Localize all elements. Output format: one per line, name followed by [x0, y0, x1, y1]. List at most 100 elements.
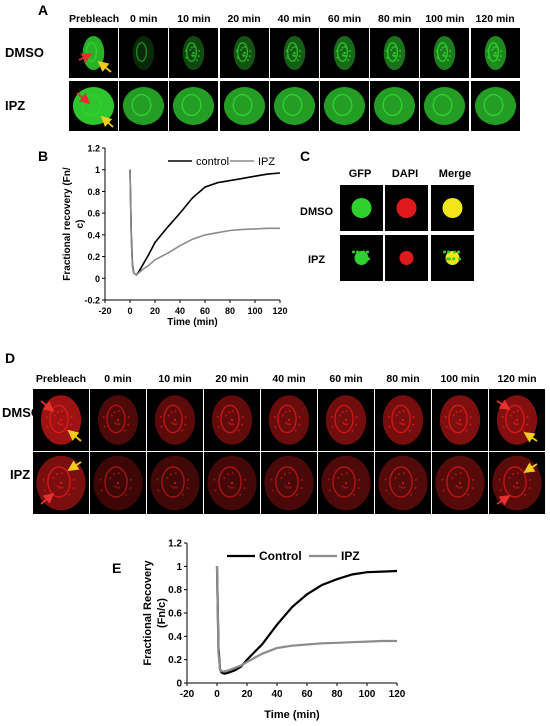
- panel-a-timepoint-3: 20 min: [227, 13, 261, 25]
- panel-c-tile-r0-c2: [431, 185, 474, 231]
- panel-a-letter: A: [38, 2, 49, 18]
- x-tick-label: 120: [389, 689, 406, 700]
- nucleus-outline: [389, 466, 413, 498]
- nucleus-outline: [336, 41, 349, 63]
- panel-c-tile-r1-c0: [340, 235, 383, 281]
- panel-d-dmso-tile-1: [90, 389, 146, 451]
- panel-e-letter: E: [112, 560, 122, 576]
- red-arrow: [496, 495, 511, 506]
- panel-d-timepoint-1: 0 min: [104, 373, 132, 385]
- y-tick-label: 0: [176, 679, 182, 690]
- panel-a-ipz-tile-1: [119, 81, 169, 131]
- panel-d-dmso-tile-6: [375, 389, 431, 451]
- panel-a-dmso-tile-6: [370, 28, 420, 78]
- panel-b-chart: -0.2 0 0.2 0.4 0.6 0.8 1 1.2 -20 0 20 40 60 80 100 120 c…: [62, 144, 288, 329]
- nucleus-outline: [275, 466, 299, 498]
- panel-d-ipz-tile-7: [432, 452, 488, 514]
- panel-c-tile-r1-c1: [385, 235, 428, 281]
- nucleus-outline: [487, 41, 499, 63]
- yellow-arrow: [100, 115, 114, 128]
- nucleus-outline: [332, 93, 353, 117]
- nucleus-outline: [47, 466, 71, 498]
- panel-a-timepoint-0: Prebleach: [69, 13, 120, 25]
- panel-a-ipz-tile-8: [470, 81, 520, 131]
- x-tick-label: 0: [127, 306, 132, 316]
- x-tick-label: -20: [98, 306, 111, 316]
- y-tick-label: 0.4: [87, 230, 100, 240]
- panel-d-dmso-tile-4: [261, 389, 317, 451]
- panel-e-chart: 00.20.40.60.811.2-20 0 20 40 60 80 100 120Contr…: [142, 539, 406, 722]
- x-tick-label: 80: [225, 306, 235, 316]
- y-tick-label: 0.2: [168, 655, 182, 666]
- x-tick-label: 40: [175, 306, 185, 316]
- y-tick-label: 0.2: [87, 252, 100, 262]
- yellow-arrow: [97, 60, 112, 73]
- panel-c-row-dmso: DMSO: [300, 206, 333, 218]
- panel-a-dmso-tile-7: [420, 28, 470, 78]
- panel-a-dmso-tile-8: [470, 28, 520, 78]
- series-line-control: [215, 566, 398, 675]
- panel-d-dmso-tile-7: [432, 389, 488, 451]
- x-axis-label: Time (min): [264, 709, 320, 721]
- x-tick-label: 20: [241, 689, 253, 700]
- panel-a-ipz-tile-7: [420, 81, 470, 131]
- cell-body: [424, 87, 466, 125]
- panel-a-dmso-tile-5: [320, 28, 369, 78]
- yellow-arrow: [67, 460, 82, 471]
- nucleus-outline: [218, 466, 242, 498]
- red-arrow: [40, 492, 55, 505]
- panel-d-ipz-tile-3: [204, 452, 260, 514]
- panel-d-dmso-tile-8: [489, 389, 545, 451]
- nucleus-outline: [432, 93, 453, 117]
- nucleus-outline: [437, 41, 449, 63]
- panel-d-ipz-tile-0: [33, 452, 89, 514]
- panel-a-ipz-tile-6: [370, 81, 420, 131]
- panel-d-ipz-tile-1: [90, 452, 146, 514]
- nucleus-outline: [49, 404, 69, 434]
- nucleus-outline: [81, 93, 102, 117]
- panel-c-tile-r0-c1: [385, 185, 428, 231]
- panel-a-ipz-tile-0: [69, 81, 118, 131]
- panel-d-row-dmso-label: DMSO: [2, 405, 41, 420]
- panel-a-ipz-tile-4: [269, 81, 319, 131]
- nucleus-outline: [277, 404, 297, 434]
- nucleus-outline: [286, 41, 298, 63]
- legend-label-control: control: [196, 156, 229, 168]
- series-line-ipz: [215, 566, 397, 673]
- red-arrow: [40, 400, 55, 413]
- panel-c-letter: C: [300, 148, 311, 164]
- y-tick-label: 0.6: [168, 609, 182, 620]
- nucleus-outline: [232, 93, 253, 117]
- y-tick-label: 1: [95, 165, 100, 175]
- y-axis-label: Fractional Recovery: [142, 560, 154, 666]
- panel-d-timepoint-8: 120 min: [497, 373, 537, 385]
- y-tick-label: 1.2: [87, 144, 100, 154]
- nucleus-outline: [382, 93, 403, 117]
- nucleus-outline: [503, 466, 527, 498]
- cell-body: [132, 36, 155, 70]
- panel-b-letter: B: [38, 148, 49, 164]
- panel-d-dmso-tile-0: [33, 389, 89, 451]
- panel-a-row-dmso-label: DMSO: [5, 45, 44, 60]
- x-tick-label: 100: [247, 306, 262, 316]
- panel-a-dmso-tile-2: [169, 28, 219, 78]
- nucleus-outline: [391, 404, 411, 434]
- nucleus-outline: [163, 404, 183, 434]
- panel-d-letter: D: [5, 350, 16, 366]
- panel-a-ipz-tile-3: [219, 81, 269, 131]
- cell-body: [72, 87, 115, 125]
- panel-a-timepoint-7: 100 min: [425, 13, 465, 25]
- panel-c-col-dapi: DAPI: [391, 168, 419, 180]
- x-axis-label: Time (min): [167, 317, 217, 328]
- panel-a-timepoint-6: 80 min: [378, 13, 412, 25]
- y-tick-label: 1: [176, 562, 182, 573]
- panel-a-dmso-tile-4: [269, 28, 319, 78]
- y-tick-label: 0.6: [87, 209, 100, 219]
- x-tick-label: -20: [180, 689, 195, 700]
- nucleus-outline: [136, 41, 148, 63]
- x-tick-label: 120: [272, 306, 287, 316]
- series-line-control: [129, 169, 281, 277]
- panel-d-ipz-tile-4: [261, 452, 317, 514]
- nucleus-outline: [104, 466, 128, 498]
- panel-d-timepoint-0: Prebleach: [35, 373, 87, 385]
